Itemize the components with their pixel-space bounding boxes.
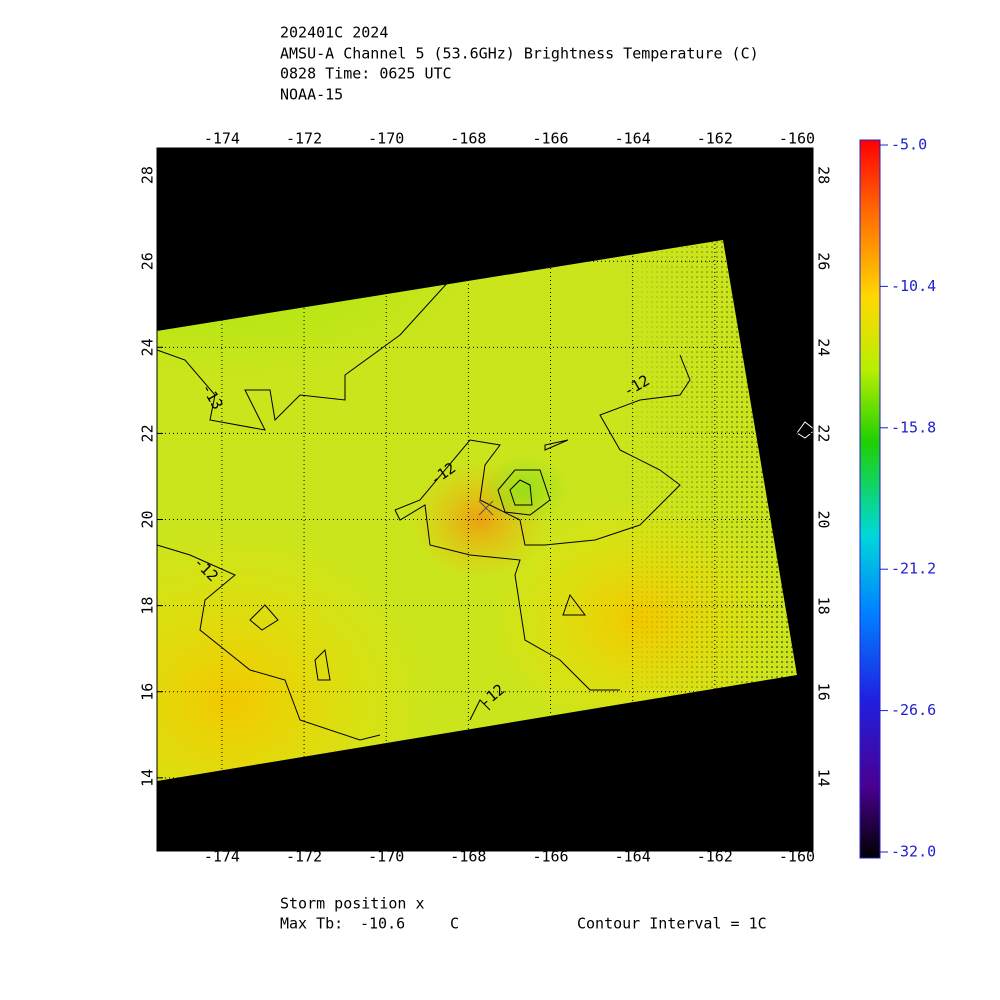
x-tick-label-top: -164	[615, 130, 651, 148]
colorbar-tick-label: -32.0	[891, 843, 936, 861]
header-line: AMSU-A Channel 5 (53.6GHz) Brightness Te…	[280, 45, 759, 63]
y-tick-label-right: 24	[815, 338, 833, 356]
y-tick-label-left: 22	[139, 424, 157, 442]
y-tick-label-right: 20	[815, 510, 833, 528]
y-tick-label-left: 28	[139, 166, 157, 184]
x-tick-label-top: -166	[532, 130, 568, 148]
footer: Storm position x Max Tb: -10.6 C Contour…	[280, 895, 767, 933]
x-tick-label-bottom: -172	[286, 848, 322, 866]
footer-text: C	[450, 915, 459, 933]
x-tick-label-bottom: -168	[450, 848, 486, 866]
x-tick-label-top: -170	[368, 130, 404, 148]
x-tick-label-bottom: -166	[532, 848, 568, 866]
x-tick-label-top: -174	[204, 130, 240, 148]
y-tick-label-left: 20	[139, 510, 157, 528]
contours	[156, 264, 816, 741]
footer-text: -10.6	[360, 915, 405, 933]
header-line: 0828 Time: 0625 UTC	[280, 65, 452, 83]
y-tick-label-left: 14	[139, 769, 157, 787]
map-frame	[156, 147, 814, 852]
x-tick-label-bottom: -162	[697, 848, 733, 866]
x-tick-label-bottom: -174	[204, 848, 240, 866]
header-line: 202401C 2024	[280, 24, 388, 42]
y-tick-label-left: 16	[139, 683, 157, 701]
storm-marker	[478, 500, 494, 516]
colorbar-tick-label: -10.4	[891, 277, 936, 295]
footer-text: Contour Interval = 1C	[577, 915, 767, 933]
y-tick-label-left: 18	[139, 597, 157, 615]
x-tick-label-top: -160	[779, 130, 815, 148]
x-tick-label-bottom: -170	[368, 848, 404, 866]
colorbar-tick-label: -15.8	[891, 418, 936, 436]
y-tick-label-right: 26	[815, 252, 833, 270]
colorbar	[859, 139, 881, 859]
grid	[157, 148, 813, 851]
footer-text: Storm position x	[280, 895, 425, 913]
x-tick-label-top: -172	[286, 130, 322, 148]
y-tick-label-right: 16	[815, 683, 833, 701]
header-line: NOAA-15	[280, 86, 343, 104]
y-tick-label-right: 18	[815, 597, 833, 615]
y-tick-label-left: 24	[139, 338, 157, 356]
x-tick-label-bottom: -164	[615, 848, 651, 866]
y-tick-label-right: 22	[815, 424, 833, 442]
x-tick-label-top: -168	[450, 130, 486, 148]
colorbar-tick-label: -5.0	[891, 136, 927, 154]
y-tick-label-right: 28	[815, 166, 833, 184]
footer-text: Max Tb:	[280, 915, 343, 933]
x-tick-label-top: -162	[697, 130, 733, 148]
y-tick-label-right: 14	[815, 769, 833, 787]
x-tick-label-bottom: -160	[779, 848, 815, 866]
y-tick-label-left: 26	[139, 252, 157, 270]
colorbar-tick-label: -26.6	[891, 701, 936, 719]
colorbar-tick-label: -21.2	[891, 560, 936, 578]
header: 202401C 2024 AMSU-A Channel 5 (53.6GHz) …	[280, 24, 759, 104]
